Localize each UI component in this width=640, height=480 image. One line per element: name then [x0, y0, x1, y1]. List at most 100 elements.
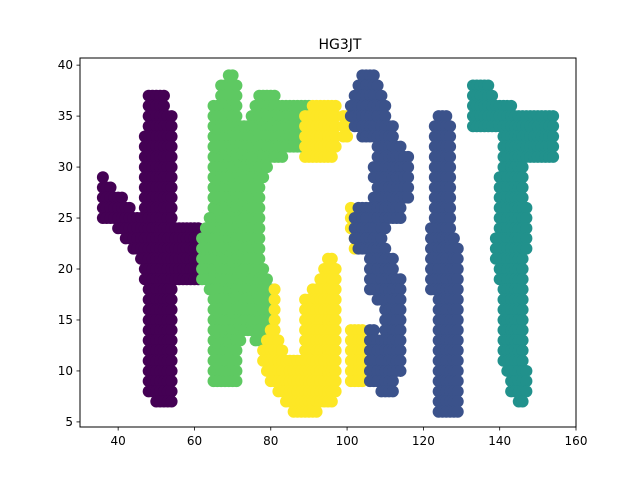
scatter-point: [520, 201, 533, 214]
scatter-point: [394, 334, 407, 347]
scatter-point: [451, 395, 464, 408]
scatter-point: [516, 303, 529, 316]
scatter-point: [268, 89, 281, 102]
scatter-point: [165, 324, 178, 337]
scatter-point: [310, 405, 323, 418]
scatter-point: [165, 364, 178, 377]
scatter-point: [165, 283, 178, 296]
scatter-point: [165, 181, 178, 194]
scatter-point: [260, 273, 273, 286]
scatter-point: [516, 191, 529, 204]
scatter-point: [268, 293, 281, 306]
scatter-point: [451, 273, 464, 286]
scatter-point: [394, 364, 407, 377]
scatter-point: [253, 232, 266, 245]
scatter-point: [451, 263, 464, 275]
scatter-point: [451, 252, 464, 265]
scatter-point: [329, 354, 342, 367]
x-tick-label: 60: [187, 434, 202, 448]
scatter-point: [165, 150, 178, 163]
scatter-point: [547, 120, 560, 133]
scatter-point: [230, 99, 243, 112]
scatter-point: [165, 375, 178, 388]
scatter-point: [123, 201, 136, 214]
scatter-point: [402, 191, 415, 204]
scatter-point: [516, 354, 529, 367]
scatter-point: [375, 89, 388, 102]
scatter-point: [516, 161, 529, 174]
scatter-point: [276, 344, 289, 357]
scatter-point: [165, 161, 178, 174]
scatter-point: [230, 79, 243, 92]
scatter-point: [329, 263, 342, 275]
scatter-point: [516, 181, 529, 194]
scatter-point: [451, 334, 464, 347]
y-tick-label: 40: [58, 58, 73, 72]
plot-frame: [79, 57, 577, 428]
scatter-point: [329, 334, 342, 347]
scatter-point: [371, 79, 384, 92]
scatter-point: [451, 313, 464, 326]
scatter-point: [165, 354, 178, 367]
scatter-point: [253, 242, 266, 255]
scatter-point: [96, 171, 109, 184]
scatter-point: [451, 293, 464, 306]
scatter-point: [329, 293, 342, 306]
x-axis: 40 60 80 100 120 140 160: [111, 427, 587, 448]
scatter-point: [165, 130, 178, 143]
scatter-point: [451, 324, 464, 337]
scatter-point: [329, 313, 342, 326]
scatter-point: [516, 344, 529, 357]
scatter-point: [260, 161, 273, 174]
scatter-point: [394, 293, 407, 306]
scatter-point: [257, 263, 270, 275]
scatter-point: [329, 303, 342, 316]
scatter-point: [516, 252, 529, 265]
scatter-point: [482, 79, 495, 92]
scatter-point: [444, 150, 457, 163]
scatter-point: [516, 171, 529, 184]
scatter-point: [165, 395, 178, 408]
scatter-point: [444, 161, 457, 174]
scatter-point: [547, 110, 560, 123]
scatter-point: [253, 191, 266, 204]
scatter-point: [165, 110, 178, 123]
scatter-point: [386, 263, 399, 275]
scatter-point: [253, 222, 266, 235]
scatter-point: [451, 375, 464, 388]
scatter-point: [516, 324, 529, 337]
scatter-point: [165, 313, 178, 326]
scatter-point: [268, 303, 281, 316]
scatter-point: [394, 212, 407, 225]
scatter-point: [451, 354, 464, 367]
scatter-point: [516, 273, 529, 286]
scatter-point: [253, 212, 266, 225]
scatter-point: [444, 201, 457, 214]
y-tick-label: 35: [58, 109, 73, 123]
scatter-point: [547, 140, 560, 153]
scatter-point: [234, 334, 247, 347]
scatter-point: [486, 89, 499, 102]
scatter-point: [444, 120, 457, 133]
x-tick-label: 100: [336, 434, 359, 448]
scatter-point: [394, 273, 407, 286]
scatter-point: [444, 191, 457, 204]
scatter-point: [451, 283, 464, 296]
scatter-point: [379, 110, 392, 123]
scatter-point: [451, 242, 464, 255]
scatter-point: [230, 364, 243, 377]
scatter-point: [325, 150, 338, 163]
scatter-point: [402, 181, 415, 194]
scatter-point: [329, 99, 342, 112]
scatter-point: [276, 150, 289, 163]
scatter-point: [329, 324, 342, 337]
scatter-point: [341, 130, 354, 143]
scatter-point: [230, 89, 243, 102]
scatter-point: [451, 405, 464, 418]
scatter-point: [165, 293, 178, 306]
scatter-point: [367, 324, 380, 337]
scatter-point: [444, 130, 457, 143]
scatter-point: [230, 110, 243, 123]
scatter-point: [268, 313, 281, 326]
scatter-point: [104, 181, 117, 194]
